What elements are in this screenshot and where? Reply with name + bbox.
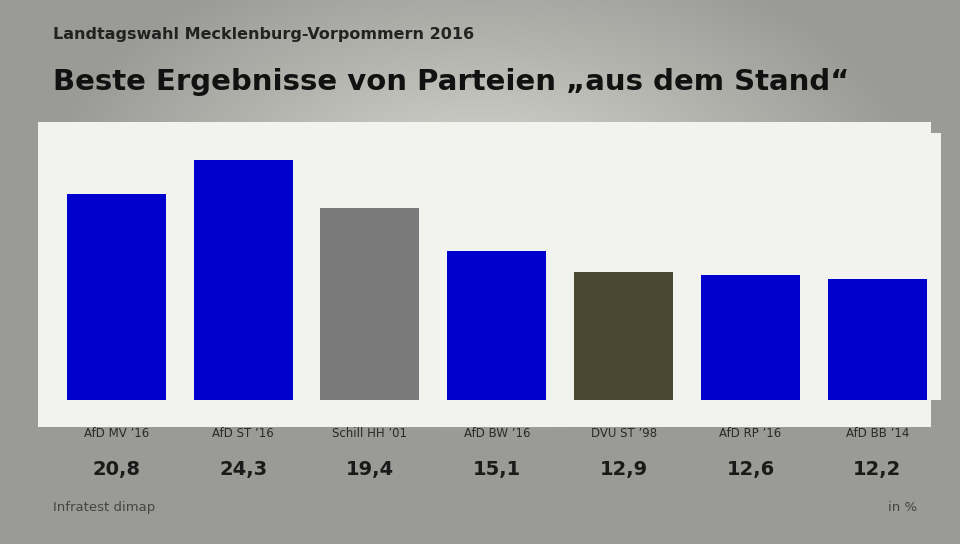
Text: 12,2: 12,2 (853, 460, 901, 479)
Bar (701, 275, 800, 400)
Text: AfD ST ’16: AfD ST ’16 (212, 427, 274, 440)
Bar (828, 280, 926, 400)
Bar (321, 208, 420, 400)
Text: DVU ST ’98: DVU ST ’98 (590, 427, 657, 440)
Bar (447, 251, 546, 400)
Text: 20,8: 20,8 (92, 460, 140, 479)
Text: AfD RP ’16: AfD RP ’16 (719, 427, 781, 440)
Text: 15,1: 15,1 (472, 460, 521, 479)
Text: 24,3: 24,3 (219, 460, 267, 479)
Bar (194, 160, 293, 400)
Text: 19,4: 19,4 (346, 460, 394, 479)
Text: 12,9: 12,9 (600, 460, 648, 479)
Text: 12,6: 12,6 (727, 460, 775, 479)
Text: AfD MV ’16: AfD MV ’16 (84, 427, 149, 440)
Text: Infratest dimap: Infratest dimap (53, 501, 156, 514)
Text: AfD BB ’14: AfD BB ’14 (846, 427, 909, 440)
Text: in %: in % (888, 501, 917, 514)
Bar (67, 195, 166, 400)
Text: AfD BW ’16: AfD BW ’16 (464, 427, 530, 440)
Bar (574, 273, 673, 400)
Text: Schill HH ’01: Schill HH ’01 (332, 427, 407, 440)
Text: Beste Ergebnisse von Parteien „aus dem Stand“: Beste Ergebnisse von Parteien „aus dem S… (53, 68, 850, 96)
Text: Landtagswahl Mecklenburg-Vorpommern 2016: Landtagswahl Mecklenburg-Vorpommern 2016 (53, 27, 474, 42)
